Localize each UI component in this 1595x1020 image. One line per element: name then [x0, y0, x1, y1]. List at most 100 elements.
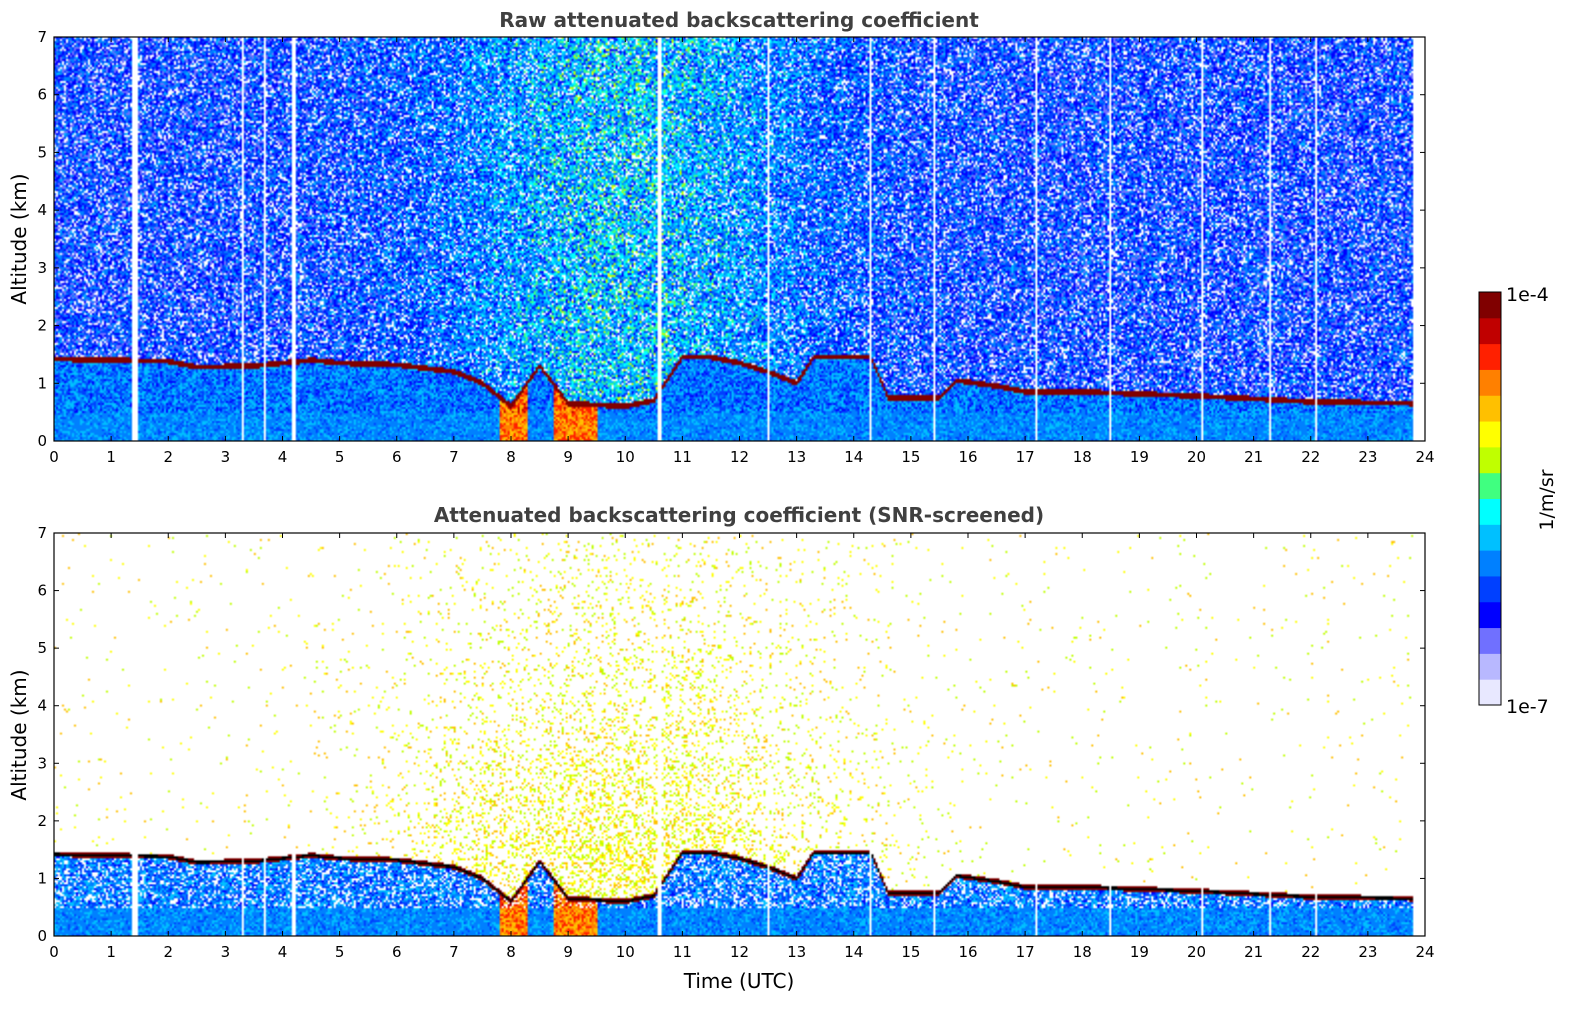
- x-tick-label: 7: [449, 943, 459, 961]
- x-tick-label: 4: [278, 448, 288, 466]
- x-tick-label: 20: [1187, 448, 1206, 466]
- y-tick-label: 7: [37, 524, 47, 542]
- colorbar-swatch: [1479, 653, 1501, 680]
- x-tick-label: 3: [221, 943, 231, 961]
- x-tick-label: 7: [449, 448, 459, 466]
- x-tick-label: 0: [49, 943, 59, 961]
- top-heatmap-image: [54, 37, 1425, 441]
- colorbar-frame: [1478, 291, 1502, 706]
- x-tick-label: 11: [673, 448, 692, 466]
- x-tick-label: 19: [1130, 448, 1149, 466]
- x-tick-label: 17: [1016, 943, 1035, 961]
- top-y-axis: 0 1 2 3 4 5 6 7: [37, 28, 1425, 450]
- top-x-axis: 0 1 2 3 4 5 6 7 8 9 10 11 12 13 14 15 16 17 18 19 20 21 22 23 24: [49, 37, 1435, 466]
- colorbar-swatch: [1479, 498, 1501, 525]
- colorbar-swatch: [1479, 446, 1501, 474]
- y-tick-label: 3: [37, 754, 47, 772]
- y-tick-label: 5: [37, 143, 47, 161]
- x-tick-label: 23: [1358, 448, 1377, 466]
- top-panel: Raw attenuated backscattering coefficien…: [7, 8, 1435, 466]
- x-tick-label: 8: [506, 943, 516, 961]
- x-tick-label: 15: [901, 943, 920, 961]
- x-tick-label: 17: [1016, 448, 1035, 466]
- bottom-y-axis-label: Altitude (km): [7, 669, 31, 800]
- y-tick-label: 5: [37, 639, 47, 657]
- colorbar-swatch: [1479, 627, 1501, 654]
- x-tick-label: 14: [844, 448, 863, 466]
- y-tick-label: 2: [37, 317, 47, 335]
- y-tick-label: 1: [37, 869, 47, 887]
- y-tick-label: 3: [37, 259, 47, 277]
- y-tick-label: 1: [37, 374, 47, 392]
- x-tick-label: 15: [901, 448, 920, 466]
- x-tick-label: 6: [392, 448, 402, 466]
- x-tick-label: 19: [1130, 943, 1149, 961]
- colorbar-swatch: [1479, 292, 1501, 319]
- x-tick-label: 20: [1187, 943, 1206, 961]
- x-tick-label: 16: [958, 448, 977, 466]
- colorbar-unit-label: 1/m/sr: [1536, 469, 1558, 530]
- x-tick-label: 18: [1073, 943, 1092, 961]
- x-tick-label: 21: [1244, 448, 1263, 466]
- y-tick-label: 0: [37, 432, 47, 450]
- x-tick-label: 10: [616, 448, 635, 466]
- x-tick-label: 1: [106, 448, 116, 466]
- y-tick-label: 4: [37, 201, 47, 219]
- x-tick-label: 4: [278, 943, 288, 961]
- y-tick-label: 2: [37, 812, 47, 830]
- x-tick-label: 14: [844, 943, 863, 961]
- colorbar-swatch: [1479, 472, 1501, 499]
- y-tick-label: 0: [37, 927, 47, 945]
- x-tick-label: 9: [563, 943, 573, 961]
- x-tick-label: 23: [1358, 943, 1377, 961]
- colorbar-swatch: [1479, 421, 1501, 448]
- y-tick-label: 7: [37, 28, 47, 46]
- x-tick-label: 2: [163, 943, 173, 961]
- x-tick-label: 3: [221, 448, 231, 466]
- bottom-x-axis-label: Time (UTC): [683, 969, 795, 993]
- x-tick-label: 1: [106, 943, 116, 961]
- colorbar-swatch: [1479, 601, 1501, 629]
- colorbar-swatch: [1479, 550, 1501, 577]
- x-tick-label: 2: [163, 448, 173, 466]
- colorbar-swatch: [1479, 679, 1501, 706]
- x-tick-label: 10: [616, 943, 635, 961]
- colorbar-swatch: [1479, 575, 1501, 603]
- x-tick-label: 5: [335, 448, 345, 466]
- colorbar: 1e-4 1e-7 1/m/sr: [1478, 284, 1558, 718]
- x-tick-label: 13: [787, 448, 806, 466]
- x-tick-label: 8: [506, 448, 516, 466]
- x-tick-label: 24: [1415, 943, 1434, 961]
- colorbar-swatch: [1479, 395, 1501, 422]
- bottom-heatmap-image: [54, 533, 1425, 936]
- x-tick-label: 16: [958, 943, 977, 961]
- x-tick-label: 12: [730, 943, 749, 961]
- x-tick-label: 6: [392, 943, 402, 961]
- colorbar-swatch: [1479, 369, 1501, 396]
- x-tick-label: 5: [335, 943, 345, 961]
- y-tick-label: 4: [37, 697, 47, 715]
- colorbar-swatch: [1479, 524, 1501, 551]
- x-tick-label: 0: [49, 448, 59, 466]
- bottom-panel-title: Attenuated backscattering coefficient (S…: [434, 503, 1044, 527]
- bottom-x-axis: 0 1 2 3 4 5 6 7 8 9 10 11 12 13 14 15 16 17 18 19 20 21 22 23 24: [49, 533, 1435, 961]
- x-tick-label: 21: [1244, 943, 1263, 961]
- top-y-axis-label: Altitude (km): [7, 173, 31, 304]
- x-tick-label: 18: [1073, 448, 1092, 466]
- x-tick-label: 22: [1301, 448, 1320, 466]
- colorbar-swatch: [1479, 343, 1501, 370]
- bottom-y-axis: 0 1 2 3 4 5 6 7: [37, 524, 1425, 945]
- x-tick-label: 9: [563, 448, 573, 466]
- y-tick-label: 6: [37, 582, 47, 600]
- y-tick-label: 6: [37, 86, 47, 104]
- x-tick-label: 13: [787, 943, 806, 961]
- colorbar-max-label: 1e-4: [1506, 284, 1549, 306]
- x-tick-label: 22: [1301, 943, 1320, 961]
- top-panel-title: Raw attenuated backscattering coefficien…: [499, 8, 979, 32]
- x-tick-label: 11: [673, 943, 692, 961]
- x-tick-label: 12: [730, 448, 749, 466]
- x-tick-label: 24: [1415, 448, 1434, 466]
- colorbar-swatch: [1479, 317, 1501, 345]
- colorbar-swatches: [1479, 292, 1501, 706]
